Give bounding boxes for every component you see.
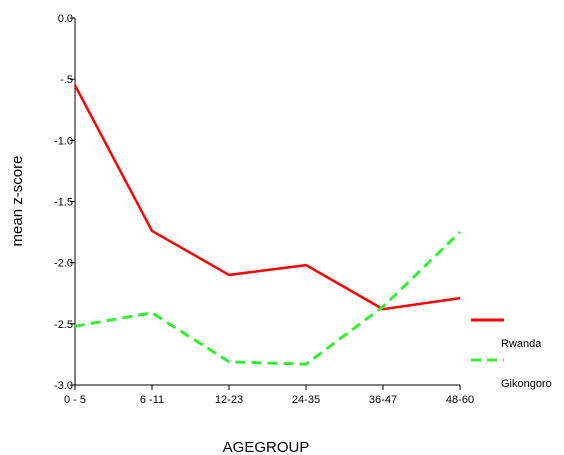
legend-label-gikongoro: Gikongoro xyxy=(501,378,552,390)
legend-label-rwanda: Rwanda xyxy=(501,338,542,350)
x-tick-label: 36-47 xyxy=(369,394,397,406)
x-axis-title: AGEGROUP xyxy=(223,439,310,455)
x-tick-label: 0 - 5 xyxy=(64,394,86,406)
y-axis-title: mean z-score xyxy=(9,156,26,247)
y-tick-label: -2.0 xyxy=(54,258,73,270)
y-tick-label: -3.0 xyxy=(54,380,73,392)
x-tick-label: 48-60 xyxy=(446,394,474,406)
x-tick-label: 12-23 xyxy=(215,394,243,406)
x-tick-label: 6 -11 xyxy=(140,394,164,406)
x-tick-label: 24-35 xyxy=(292,394,320,406)
y-tick-label: -1.0 xyxy=(54,135,73,147)
plot-area: 0.0 -.5 -1.0 -1.5 -2.0 -2.5 -3.0 0 - 5 6 -11 12-2… xyxy=(54,13,552,406)
series-line-gikongoro xyxy=(74,231,462,366)
y-tick-label: -2.5 xyxy=(54,319,73,331)
y-tick-label: -1.5 xyxy=(54,197,73,209)
y-tick-label: 0.0 xyxy=(58,13,73,25)
series-line-rwanda xyxy=(73,84,461,311)
y-tick-label: -.5 xyxy=(60,74,73,86)
